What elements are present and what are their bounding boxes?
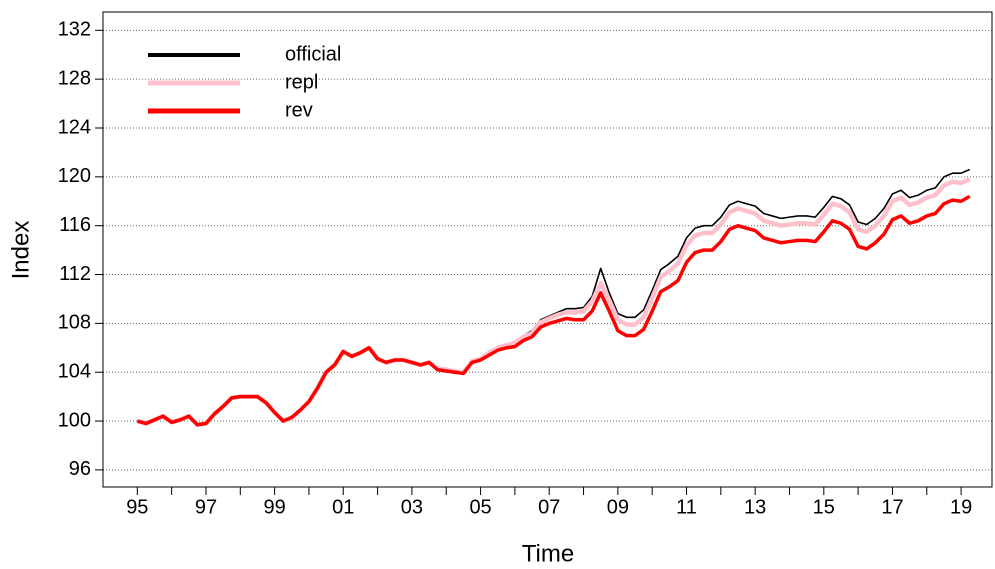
legend-label: rev bbox=[285, 99, 313, 121]
x-tick-label: 97 bbox=[195, 496, 217, 518]
y-tick-label: 120 bbox=[58, 165, 91, 187]
plot-frame bbox=[102, 11, 993, 488]
x-tick-label: 03 bbox=[401, 496, 423, 518]
x-tick-label: 07 bbox=[538, 496, 560, 518]
y-tick-label: 108 bbox=[58, 312, 91, 334]
x-axis-title: Time bbox=[522, 540, 574, 567]
y-tick-label: 104 bbox=[58, 360, 91, 382]
x-tick-label: 09 bbox=[607, 496, 629, 518]
x-tick-label: 95 bbox=[126, 496, 148, 518]
y-tick-label: 96 bbox=[69, 458, 91, 480]
y-tick-label: 112 bbox=[59, 263, 91, 285]
series-line bbox=[136, 194, 971, 427]
y-tick-label: 132 bbox=[58, 19, 91, 41]
series-line bbox=[136, 177, 971, 427]
legend-label: official bbox=[285, 43, 341, 65]
y-axis-title: Index bbox=[7, 221, 34, 280]
y-tick-label: 116 bbox=[59, 214, 91, 236]
x-tick-label: 99 bbox=[263, 496, 285, 518]
x-tick-label: 17 bbox=[881, 496, 903, 518]
x-tick-label: 11 bbox=[676, 496, 697, 518]
x-tick-label: 13 bbox=[744, 496, 766, 518]
x-tick-label: 05 bbox=[469, 496, 491, 518]
x-tick-label: 15 bbox=[813, 496, 835, 518]
y-tick-label: 128 bbox=[58, 67, 91, 89]
y-tick-label: 124 bbox=[58, 116, 91, 138]
x-tick-label: 01 bbox=[332, 496, 354, 518]
legend-label: repl bbox=[285, 71, 318, 93]
x-tick-label: 19 bbox=[950, 496, 972, 518]
y-tick-label: 100 bbox=[58, 409, 91, 431]
